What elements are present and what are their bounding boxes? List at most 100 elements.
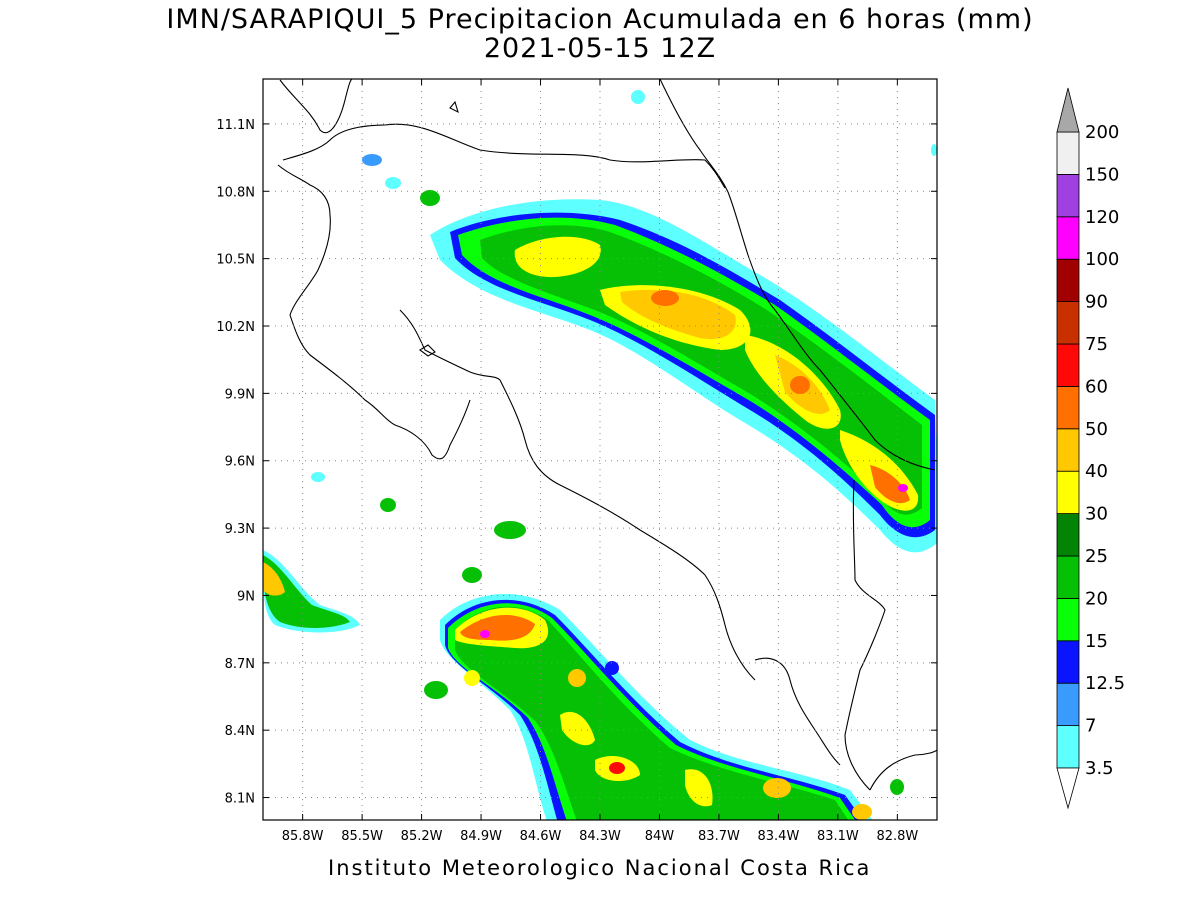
colorbar-label: 200 [1085, 122, 1119, 143]
gridlines [263, 79, 937, 820]
colorbar-swatch [1056, 301, 1080, 345]
coast-caribbean [659, 79, 936, 471]
nicaragua-border [282, 123, 726, 189]
precip-cell-9 [424, 681, 448, 699]
precip-core-9 [790, 376, 810, 394]
precip-core-13 [480, 630, 490, 638]
osa-peninsula [754, 657, 841, 766]
coast-central-pacific [499, 379, 756, 681]
precip-cell-3 [420, 190, 440, 206]
colorbar-under-triangle [1056, 767, 1080, 810]
lon-tick-label: 83.7W [698, 829, 740, 844]
colorbar-swatch [1056, 385, 1080, 430]
colorbar-swatch [1056, 725, 1080, 769]
colorbar-swatch [1056, 216, 1080, 260]
lon-tick-label: 83.1W [817, 829, 859, 844]
precipitation-field [263, 90, 937, 820]
precip-cell-12 [852, 804, 872, 820]
lat-tick-label: 10.5N [216, 253, 255, 268]
precip-core-3 [620, 289, 736, 340]
colorbar-label: 20 [1085, 588, 1108, 609]
lat-tick-label: 8.7N [225, 657, 255, 672]
colorbar-label: 50 [1085, 419, 1108, 440]
lon-tick-label: 85.5W [341, 829, 383, 844]
colorbar-swatch [1056, 343, 1080, 387]
colorbar-swatch [1056, 513, 1080, 557]
precip-core-19 [609, 762, 625, 774]
precip-cell-10 [464, 670, 480, 686]
lon-tick-label: 85.2W [401, 829, 443, 844]
precip-core-12 [460, 614, 535, 641]
longitude-axis: 85.8W 85.5W 85.2W 84.9W 84.6W 84.3W 84W 83.7W 83… [282, 79, 918, 844]
colorbar-label: 120 [1085, 207, 1119, 228]
colorbar-label: 3.5 [1085, 758, 1114, 779]
precip-core-17 [763, 778, 791, 798]
precip-band-west-green [263, 555, 350, 628]
coast-panama-south [869, 749, 937, 791]
lat-tick-label: 10.8N [216, 185, 255, 200]
colorbar-swatch [1056, 682, 1080, 727]
lat-tick-label: 10.2N [216, 320, 255, 335]
colorbar-label: 75 [1085, 334, 1108, 355]
colorbar-over-triangle [1056, 87, 1080, 133]
precip-core-18 [568, 669, 586, 687]
lat-tick-label: 11.1N [216, 118, 255, 133]
chart-title: IMN/SARAPIQUI_5 Precipitacion Acumulada … [166, 4, 1034, 35]
colorbar-label: 25 [1085, 546, 1108, 567]
precip-cell-4 [631, 90, 645, 104]
colorbar-label: 7 [1085, 716, 1096, 737]
colorbar-label: 30 [1085, 504, 1108, 525]
precip-cell-1 [362, 154, 382, 166]
colorbar-label: 100 [1085, 249, 1119, 270]
coast-pacific-guanacaste [277, 164, 471, 460]
colorbar-swatch [1056, 640, 1080, 684]
colorbar-label: 90 [1085, 292, 1108, 313]
lat-tick-label: 9N [237, 589, 255, 604]
precip-cell-8 [462, 567, 482, 583]
lat-tick-label: 8.1N [225, 792, 255, 807]
lon-tick-label: 84.6W [520, 829, 562, 844]
panama-border [844, 479, 886, 791]
precip-band-caribbean-darkgreen [480, 225, 922, 515]
chart-subtitle-datetime: 2021-05-15 12Z [483, 33, 717, 64]
lon-tick-label: 85.8W [282, 829, 324, 844]
lon-tick-label: 83.4W [758, 829, 800, 844]
colorbar-swatch [1056, 173, 1080, 218]
lon-tick-label: 84.3W [579, 829, 621, 844]
lat-tick-label: 9.9N [225, 387, 255, 402]
precip-core-1 [514, 236, 601, 278]
precip-core-7 [870, 465, 910, 504]
precip-cell-14 [931, 144, 937, 156]
colorbar-swatch [1056, 428, 1080, 472]
lon-tick-label: 82.8W [876, 829, 918, 844]
colorbar-swatch [1056, 470, 1080, 515]
colorbar: 3.5 7 12.5 15 20 25 30 40 50 60 75 90 100 120 150 200 [1056, 87, 1125, 810]
colorbar-swatch [1056, 555, 1080, 599]
precip-cell-11 [605, 661, 619, 675]
colorbar-label: 12.5 [1085, 673, 1125, 694]
footer-credit: Instituto Meteorologico Nacional Costa R… [328, 856, 872, 880]
precip-cell-6 [380, 498, 396, 512]
precip-band-west-core [263, 562, 285, 596]
precip-core-16 [685, 769, 713, 807]
precip-cell-7 [494, 521, 526, 539]
latitude-axis: 11.1N 10.8N 10.5N 10.2N 9.9N 9.6N 9.3N 9N 8.7N 8.… [216, 118, 937, 807]
lon-tick-label: 84W [645, 829, 675, 844]
colorbar-swatch [1056, 258, 1080, 303]
precip-core-14 [560, 711, 595, 746]
lat-tick-label: 9.3N [225, 522, 255, 537]
precip-band-pacific-darkgreen [455, 606, 849, 820]
precip-core-10 [898, 484, 908, 492]
colorbar-label: 15 [1085, 631, 1108, 652]
colorbar-swatch [1056, 131, 1080, 175]
island-1 [449, 100, 459, 114]
precip-cell-5 [311, 472, 325, 482]
colorbar-label: 150 [1085, 164, 1119, 185]
precip-cell-2 [385, 177, 401, 189]
colorbar-label: 60 [1085, 376, 1108, 397]
gulf-nicoya [399, 309, 501, 381]
lon-tick-label: 84.9W [460, 829, 502, 844]
coastlines [277, 79, 937, 791]
precip-core-8 [651, 290, 679, 306]
